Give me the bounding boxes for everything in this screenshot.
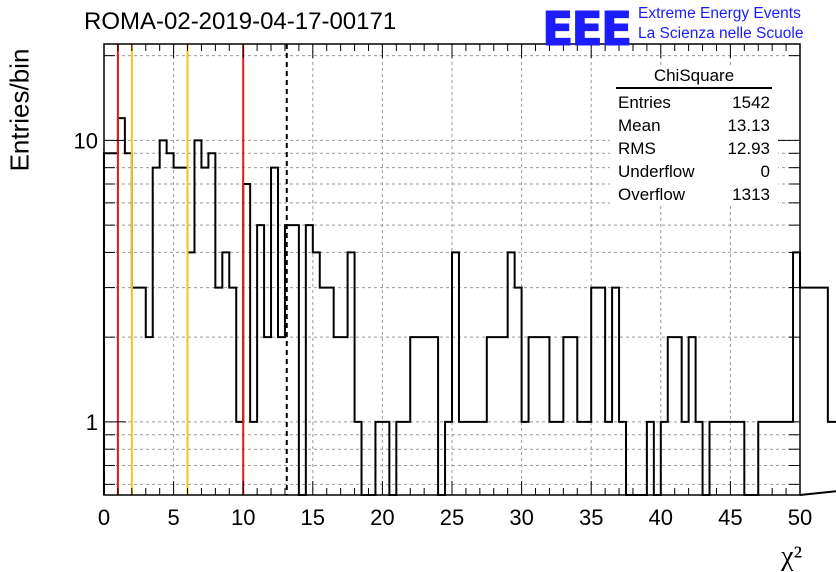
histogram-bin (828, 422, 835, 495)
stats-value: 0 (760, 162, 770, 181)
x-tick-label: 25 (440, 505, 464, 530)
x-tick-label: 10 (231, 505, 255, 530)
x-tick-label: 35 (579, 505, 603, 530)
histogram-bin (229, 288, 236, 495)
histogram-bin (313, 252, 320, 495)
histogram-bin (278, 337, 285, 495)
x-tick-label: 5 (167, 505, 179, 530)
histogram-bin (508, 252, 515, 495)
stats-row-overflow: Overflow 1313 (610, 183, 778, 206)
histogram-bin (201, 168, 208, 495)
histogram-bin (515, 288, 522, 495)
histogram-bin (814, 288, 821, 495)
x-tick-label: 15 (301, 505, 325, 530)
histogram-bin (132, 288, 139, 495)
histogram-bin (807, 288, 814, 495)
histogram-bin (271, 168, 278, 495)
histogram-bin (139, 288, 146, 495)
histogram-bin (181, 168, 188, 495)
histogram-bin (452, 252, 459, 495)
histogram-bin (160, 140, 167, 495)
histogram-bin (536, 337, 543, 495)
histogram-steps (103, 117, 836, 496)
histogram-bin (529, 337, 536, 495)
histogram-bin (188, 252, 195, 495)
chart-title: ROMA-02-2019-04-17-00171 (84, 8, 397, 35)
histogram-bin (800, 288, 807, 495)
histogram-bin (327, 288, 334, 495)
x-tick-label: 20 (370, 505, 394, 530)
histogram-bin (487, 337, 494, 495)
eee-logo-mark: EEE (541, 2, 632, 57)
histogram-bin (118, 118, 125, 495)
histogram-bin (194, 140, 201, 495)
stats-label: Entries (618, 93, 671, 112)
logo-line-1: Extreme Energy Events (638, 5, 801, 22)
histogram-bin (424, 337, 431, 495)
histogram-bin (257, 225, 264, 495)
histogram-bin (612, 288, 619, 495)
stats-label: Underflow (618, 162, 695, 181)
histogram-bin (570, 337, 577, 495)
stats-title: ChiSquare (616, 66, 772, 89)
stats-value: 13.13 (727, 116, 770, 135)
histogram-bin (542, 337, 549, 495)
histogram-bin (146, 337, 153, 495)
stats-value: 1542 (732, 93, 770, 112)
histogram-bin (334, 337, 341, 495)
stats-value: 12.93 (727, 139, 770, 158)
stats-row-rms: RMS 12.93 (610, 137, 778, 160)
stats-box: ChiSquare Entries 1542 Mean 13.13 RMS 12… (610, 66, 778, 206)
histogram-bin (675, 337, 682, 495)
histogram-bin (417, 337, 424, 495)
stats-row-underflow: Underflow 0 (610, 160, 778, 183)
histogram-bin (167, 153, 174, 495)
histogram-bin (222, 252, 229, 495)
histogram-bin (320, 288, 327, 495)
x-tick-label: 40 (649, 505, 673, 530)
histogram-bin (348, 252, 355, 495)
x-tick-label: 45 (718, 505, 742, 530)
histogram-bin (591, 288, 598, 495)
histogram-bin (821, 288, 828, 495)
x-tick-label: 30 (509, 505, 533, 530)
histogram-bin (494, 337, 501, 495)
logo-line-2: La Scienza nelle Scuole (638, 25, 804, 42)
histogram-bin (243, 184, 250, 495)
histogram-bin (306, 225, 313, 495)
histogram-bin (501, 337, 508, 495)
histogram-bin (431, 337, 438, 495)
histogram-bin (215, 288, 222, 495)
histogram-bin (793, 252, 800, 495)
histogram-bin (410, 337, 417, 495)
histogram-bin (111, 153, 118, 495)
y-tick-label: 1 (86, 410, 98, 435)
histogram-bin (153, 168, 160, 495)
x-tick-label: 50 (788, 505, 812, 530)
histogram-bin (264, 337, 271, 495)
y-tick-label: 10 (74, 128, 98, 153)
eee-logo-text: Extreme Energy Events La Scienza nelle S… (638, 4, 803, 44)
histogram-bin (104, 153, 111, 495)
histogram-bin (208, 153, 215, 495)
stats-value: 1313 (732, 185, 770, 204)
histogram-bin (668, 337, 675, 495)
histogram-bin (689, 337, 696, 495)
stats-label: Overflow (618, 185, 686, 204)
stats-row-mean: Mean 13.13 (610, 114, 778, 137)
histogram-bin (563, 337, 570, 495)
y-axis-label: Entries/bin (4, 48, 35, 172)
histogram-bin (125, 153, 132, 495)
x-axis-label: χ² (780, 541, 802, 572)
histogram-bin (341, 337, 348, 495)
stats-row-entries: Entries 1542 (610, 91, 778, 114)
histogram-bin (292, 225, 299, 495)
histogram-bin (598, 288, 605, 495)
x-tick-label: 0 (98, 505, 110, 530)
stats-label: RMS (618, 139, 656, 158)
stats-label: Mean (618, 116, 661, 135)
histogram-bin (174, 168, 181, 495)
